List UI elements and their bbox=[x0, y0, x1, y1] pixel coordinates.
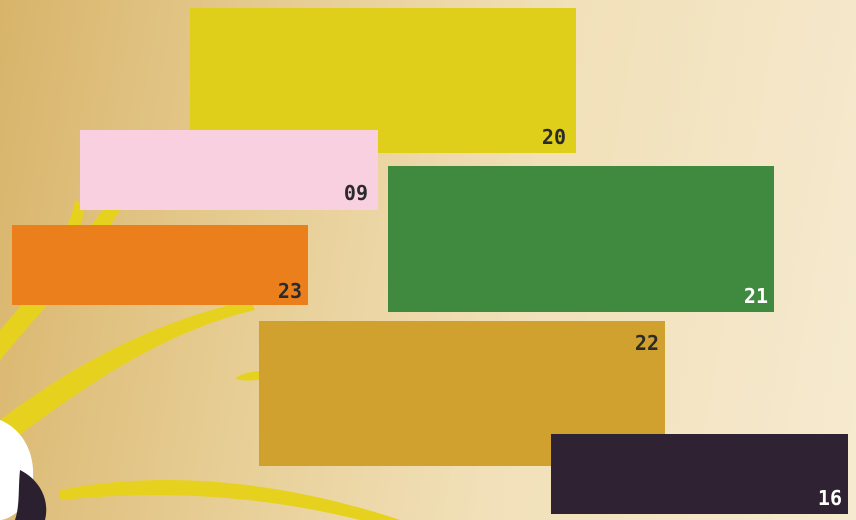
swatch-label: 16 bbox=[818, 488, 842, 508]
swatch: 23 bbox=[12, 225, 308, 305]
swatch: 09 bbox=[80, 130, 378, 210]
brush-stroke bbox=[0, 300, 255, 450]
page: 20 09 23 21 22 16 bbox=[0, 0, 856, 520]
brush-stroke bbox=[235, 371, 262, 380]
swatch: 16 bbox=[551, 434, 848, 514]
swatch-label: 21 bbox=[744, 286, 768, 306]
flower-center bbox=[15, 470, 46, 520]
swatch-label: 20 bbox=[542, 127, 566, 147]
swatch-label: 23 bbox=[278, 281, 302, 301]
swatch-label: 09 bbox=[344, 183, 368, 203]
brush-stroke bbox=[60, 480, 400, 520]
swatch-label: 22 bbox=[635, 333, 659, 353]
swatch: 21 bbox=[388, 166, 774, 312]
